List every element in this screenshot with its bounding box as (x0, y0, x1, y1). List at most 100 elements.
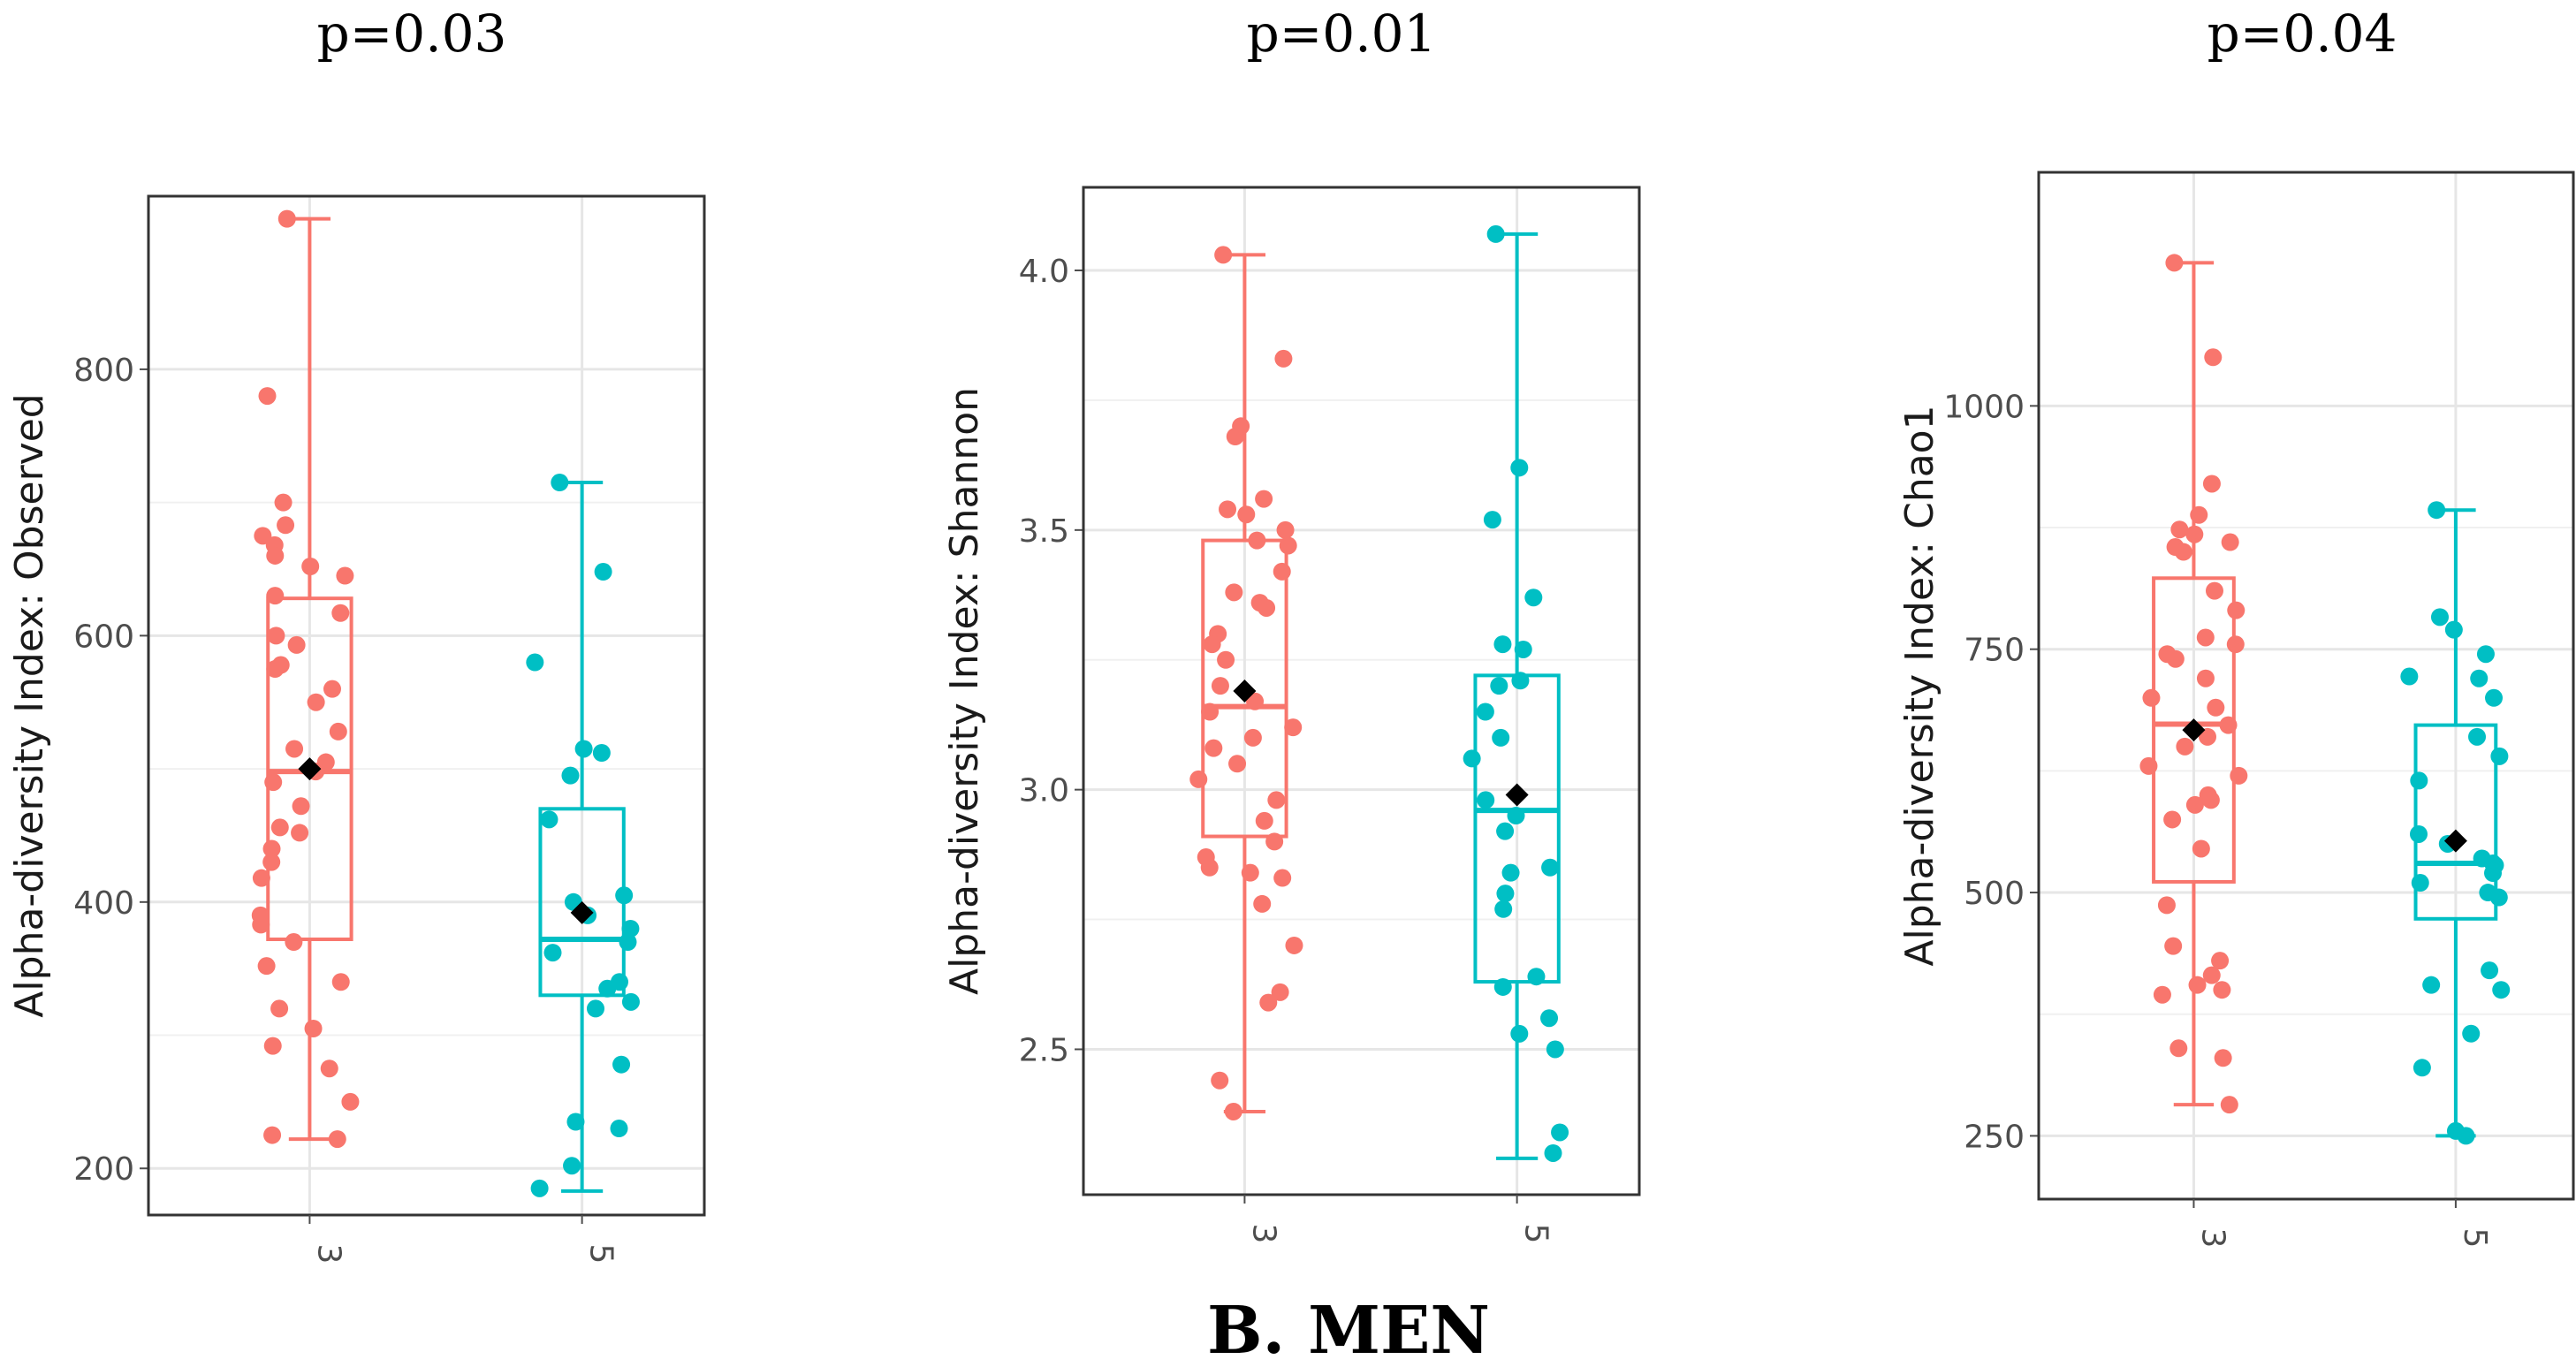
data-point (621, 919, 640, 938)
y-axis-label: Alpha-diversity Index: Shannon (942, 387, 987, 995)
data-point (563, 1157, 581, 1175)
data-point (2192, 839, 2210, 858)
data-point (1510, 459, 1529, 477)
data-point (274, 493, 293, 512)
data-point (2190, 505, 2208, 524)
box-group-3 (251, 209, 360, 1149)
data-point (1493, 977, 1512, 996)
data-point (2219, 716, 2238, 734)
data-point (341, 1092, 360, 1111)
data-point (1211, 1071, 1229, 1090)
data-point (2485, 688, 2504, 707)
data-point (320, 1059, 338, 1078)
data-point (2428, 501, 2446, 520)
mean-marker (1505, 783, 1529, 807)
data-point (1200, 858, 1219, 877)
mean-marker (2182, 718, 2206, 742)
data-point (1248, 531, 1266, 550)
data-point (285, 933, 303, 952)
data-point (2230, 766, 2248, 785)
iqr-box (1201, 538, 1288, 839)
data-point (2409, 824, 2428, 843)
data-point (2444, 620, 2463, 639)
data-point (331, 973, 350, 991)
data-point (2221, 533, 2239, 551)
data-point (2170, 520, 2189, 539)
data-point (2413, 1059, 2431, 1077)
data-point (2462, 1024, 2481, 1043)
data-point (266, 546, 285, 565)
data-point (264, 773, 283, 792)
data-point (610, 1120, 628, 1138)
box-group-3 (2139, 254, 2248, 1114)
data-point (336, 566, 354, 585)
y-tick-label: 3.5 (1019, 513, 1069, 550)
y-tick-label: 400 (73, 885, 134, 922)
data-point (262, 839, 281, 858)
mean-marker (1233, 680, 1257, 702)
data-point (1285, 936, 1303, 954)
data-point (328, 1130, 346, 1149)
data-point (1226, 428, 1244, 446)
data-point (1258, 598, 1276, 617)
data-point (2201, 791, 2220, 809)
data-point (2220, 1096, 2238, 1114)
data-point (2164, 937, 2183, 955)
mean-marker (298, 757, 322, 781)
data-point (2213, 981, 2231, 999)
data-point (1243, 728, 1262, 747)
data-point (1483, 511, 1501, 529)
data-point (561, 766, 580, 785)
data-point (1492, 728, 1510, 747)
data-point (2490, 747, 2509, 765)
data-point (2174, 543, 2192, 561)
box-group-3 (1189, 246, 1303, 1120)
y-tick-label: 200 (73, 1151, 134, 1188)
data-point (1524, 589, 1543, 607)
data-point (2176, 737, 2194, 756)
data-point (2470, 669, 2489, 687)
data-point (574, 740, 593, 758)
data-point (267, 627, 285, 645)
data-point (292, 797, 310, 816)
data-point (1224, 1102, 1242, 1120)
data-point (1490, 677, 1508, 695)
data-point (1273, 562, 1291, 581)
data-point (2422, 976, 2441, 994)
data-point (2205, 581, 2223, 600)
data-point (1255, 811, 1273, 830)
data-point (270, 999, 289, 1018)
data-point (285, 740, 304, 758)
panel-title: p=0.04 (2207, 4, 2397, 64)
box-group-5 (1463, 224, 1569, 1162)
data-point (262, 853, 281, 871)
y-tick-label: 2.5 (1019, 1032, 1069, 1068)
data-point (266, 587, 285, 605)
data-point (1253, 894, 1272, 913)
data-point (2165, 254, 2184, 272)
plot-area (1083, 187, 1639, 1195)
data-point (252, 869, 270, 887)
data-point (1201, 702, 1220, 721)
data-point (329, 722, 347, 740)
data-point (592, 744, 611, 763)
data-point (1274, 349, 1293, 368)
panel-title: p=0.01 (1247, 4, 1437, 64)
data-point (2489, 888, 2508, 907)
panel-title: p=0.03 (317, 4, 507, 64)
data-point (1510, 1024, 1529, 1043)
data-point (2166, 649, 2185, 668)
data-point (1477, 791, 1495, 809)
data-point (307, 693, 325, 711)
data-point (2142, 688, 2161, 707)
iqr-box (266, 596, 353, 942)
box-group-5 (526, 474, 640, 1197)
data-point (2202, 475, 2221, 493)
data-point (301, 557, 320, 575)
data-point (1214, 246, 1233, 264)
data-point (2199, 727, 2217, 746)
data-point (543, 944, 562, 962)
data-point (621, 992, 640, 1011)
data-point (1514, 640, 1532, 658)
